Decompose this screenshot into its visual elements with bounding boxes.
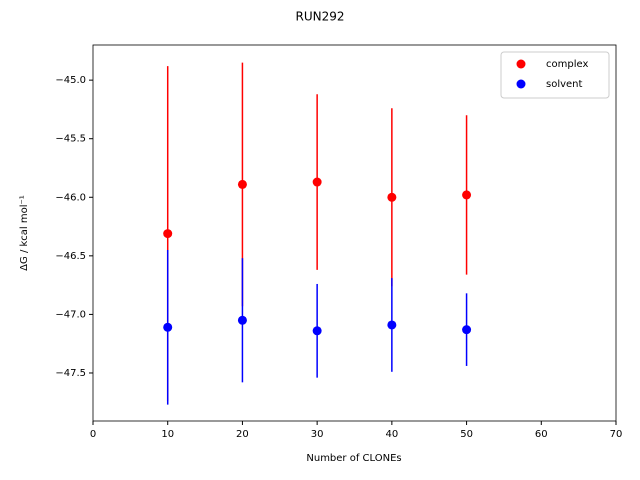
y-tick-label: −47.0 bbox=[55, 309, 86, 320]
data-point bbox=[462, 325, 472, 335]
x-tick-label: 40 bbox=[385, 429, 398, 440]
x-tick-label: 30 bbox=[311, 429, 324, 440]
x-tick-label: 60 bbox=[535, 429, 548, 440]
data-point bbox=[387, 320, 397, 330]
y-tick-label: −46.0 bbox=[55, 192, 86, 203]
legend-label: complex bbox=[546, 59, 588, 70]
x-tick-label: 10 bbox=[161, 429, 174, 440]
x-tick-label: 50 bbox=[460, 429, 473, 440]
legend-box bbox=[500, 51, 610, 99]
legend-label: solvent bbox=[546, 79, 583, 90]
data-point bbox=[462, 190, 472, 200]
data-point bbox=[237, 315, 247, 325]
y-axis-label: ΔG / kcal mol⁻¹ bbox=[19, 195, 30, 271]
data-point bbox=[387, 192, 397, 202]
plot-frame bbox=[92, 44, 617, 422]
x-axis-label: Number of CLONEs bbox=[306, 453, 401, 464]
y-tick-label: −45.5 bbox=[55, 134, 86, 145]
y-tick-label: −47.5 bbox=[55, 368, 86, 379]
y-tick-label: −46.5 bbox=[55, 251, 86, 262]
chart-title: RUN292 bbox=[295, 10, 344, 24]
legend-marker bbox=[516, 79, 526, 89]
data-point bbox=[312, 177, 322, 187]
legend-marker bbox=[516, 59, 526, 69]
y-tick-label: −45.0 bbox=[55, 75, 86, 86]
data-point bbox=[237, 179, 247, 189]
x-tick-label: 70 bbox=[610, 429, 623, 440]
data-point bbox=[163, 229, 173, 239]
x-tick-label: 0 bbox=[90, 429, 96, 440]
data-point bbox=[312, 326, 322, 336]
x-tick-label: 20 bbox=[236, 429, 249, 440]
data-point bbox=[163, 322, 173, 332]
